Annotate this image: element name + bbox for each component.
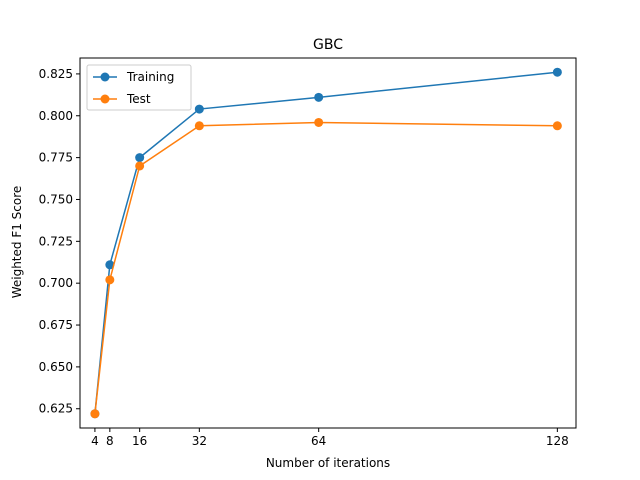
x-tick-label: 4: [91, 434, 99, 448]
y-tick-label: 0.750: [39, 192, 73, 206]
x-tick-label: 32: [192, 434, 207, 448]
y-tick-label: 0.650: [39, 360, 73, 374]
x-tick-label: 8: [106, 434, 114, 448]
data-point-test: [552, 121, 562, 131]
x-tick-label: 64: [311, 434, 326, 448]
data-point-test: [105, 275, 115, 285]
y-tick-label: 0.725: [39, 234, 73, 248]
chart-title: GBC: [313, 37, 343, 53]
data-point-training: [552, 67, 562, 77]
y-tick-label: 0.775: [39, 151, 73, 165]
legend: Training Test: [86, 64, 192, 111]
series-layer: [90, 67, 562, 419]
y-tick-label: 0.700: [39, 276, 73, 290]
data-point-test: [194, 121, 204, 131]
legend-marker-test: [100, 94, 110, 104]
series-line-test: [94, 121, 558, 414]
x-tick-label: 16: [132, 434, 147, 448]
data-point-test: [314, 117, 324, 127]
x-tick-label: 128: [546, 434, 569, 448]
y-axis-ticks: 0.625 0.650 0.675 0.700 0.725 0.750 0.775 0.800…: [39, 67, 80, 416]
data-point-training: [314, 92, 324, 102]
data-point-training: [194, 104, 204, 114]
legend-label-test: Test: [126, 92, 151, 106]
plot-frame: [79, 57, 577, 429]
data-point-test: [135, 161, 145, 171]
x-axis-label: Number of iterations: [266, 456, 390, 470]
data-point-training: [135, 153, 145, 163]
y-tick-label: 0.675: [39, 318, 73, 332]
y-tick-label: 0.825: [39, 67, 73, 81]
y-tick-label: 0.625: [39, 402, 73, 416]
y-tick-label: 0.800: [39, 109, 73, 123]
x-axis-ticks: 4 8 16 32 64 128: [91, 428, 569, 448]
legend-label-training: Training: [126, 70, 174, 84]
data-point-training: [105, 260, 115, 270]
data-point-test: [90, 409, 100, 419]
legend-marker-training: [100, 72, 110, 82]
y-axis-label: Weighted F1 Score: [10, 186, 24, 299]
series-line-training: [94, 71, 558, 414]
